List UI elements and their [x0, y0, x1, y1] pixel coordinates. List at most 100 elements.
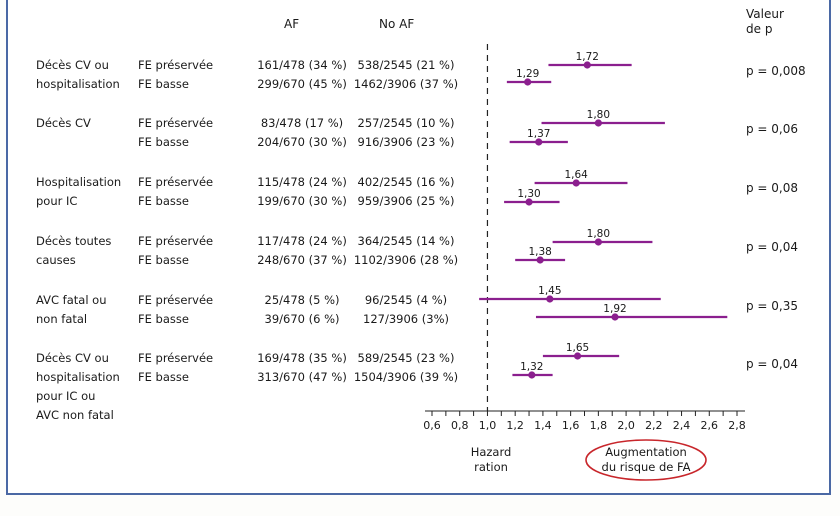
hr-point [525, 198, 533, 206]
af-cell: 313/670 (47 %) [257, 370, 347, 384]
outcome-label: pour IC [36, 194, 78, 208]
x-tick-label: 2,2 [645, 419, 663, 432]
subgroup-label: FE préservée [138, 293, 214, 307]
af-cell: 83/478 (17 %) [260, 116, 344, 130]
hr-point [572, 179, 580, 187]
no-af-cell: 96/2545 (4 %) [364, 293, 448, 307]
subgroup-label: FE préservée [138, 234, 214, 248]
hr-value-label: 1,38 [528, 246, 551, 258]
outcome-label: Décès CV [36, 116, 91, 130]
hr-point [611, 313, 619, 321]
subgroup-label: FE basse [138, 194, 189, 208]
outcome-label: Hospitalisation [36, 175, 122, 189]
header-no-af: No AF [379, 17, 415, 31]
hr-point [573, 352, 582, 360]
outcome-label: pour IC ou [36, 389, 96, 403]
hr-value-label: 1,72 [576, 51, 599, 63]
p-value: p = 0,04 [746, 240, 799, 254]
hr-estimate: 1,80 [552, 228, 653, 246]
hr-estimate: 1,30 [504, 188, 560, 206]
hr-estimate: 1,80 [541, 109, 665, 127]
p-value: p = 0,06 [746, 122, 799, 136]
no-af-cell: 589/2545 (23 %) [357, 351, 455, 365]
af-cell: 25/478 (5 %) [264, 293, 340, 307]
subgroup-label: FE basse [138, 312, 189, 326]
hr-point [546, 295, 554, 303]
af-cell: 169/478 (35 %) [257, 351, 347, 365]
outcome-label: Décès CV ou [36, 58, 109, 72]
subgroup-label: FE basse [138, 370, 189, 384]
x-tick-label: 1,4 [534, 419, 552, 432]
no-af-cell: 538/2545 (21 %) [357, 58, 455, 72]
no-af-cell: 257/2545 (10 %) [357, 116, 455, 130]
subgroup-label: FE basse [138, 77, 189, 91]
x-tick-label: 0,6 [423, 419, 441, 432]
subgroup-label: FE basse [138, 135, 189, 149]
af-cell: 39/670 (6 %) [264, 312, 340, 326]
af-cell: 161/478 (34 %) [257, 58, 347, 72]
subgroup-label: FE préservée [138, 116, 214, 130]
p-value: p = 0,35 [746, 299, 799, 313]
x-tick-label: 2,8 [728, 419, 746, 432]
hr-point [536, 256, 544, 264]
no-af-cell: 1102/3906 (28 %) [353, 253, 459, 267]
xlabel-line2: ration [474, 460, 508, 474]
outcome-label: AVC fatal ou [36, 293, 107, 307]
af-cell: 115/478 (24 %) [257, 175, 347, 189]
x-tick-label: 2,6 [701, 419, 719, 432]
hr-point [594, 119, 602, 127]
af-cell: 199/670 (30 %) [257, 194, 347, 208]
hr-value-label: 1,32 [520, 361, 543, 373]
header-pvalue-line1: Valeur [746, 7, 784, 21]
no-af-cell: 916/3906 (23 %) [357, 135, 455, 149]
x-tick-label: 2,4 [673, 419, 691, 432]
annotation-ellipse [585, 439, 707, 481]
p-value: p = 0,04 [746, 357, 799, 371]
hr-value-label: 1,45 [538, 285, 561, 297]
hr-estimate: 1,72 [548, 51, 632, 69]
hr-value-label: 1,37 [527, 128, 550, 140]
x-tick-label: 1,2 [506, 419, 524, 432]
hr-point [535, 138, 543, 146]
af-cell: 117/478 (24 %) [257, 234, 347, 248]
hr-value-label: 1,30 [517, 188, 540, 200]
no-af-cell: 364/2545 (14 %) [357, 234, 455, 248]
outcome-label: causes [36, 253, 76, 267]
outcome-label: hospitalisation [36, 370, 120, 384]
subgroup-label: FE préservée [138, 175, 214, 189]
xlabel-line1: Hazard [471, 445, 512, 459]
header-pvalue-line2: de p [746, 22, 773, 36]
subgroup-label: FE basse [138, 253, 189, 267]
x-tick-label: 1,0 [479, 419, 497, 432]
figure-frame [6, 0, 831, 495]
no-af-cell: 1504/3906 (39 %) [353, 370, 459, 384]
outcome-label: AVC non fatal [36, 408, 114, 422]
annotation-line1: Augmentation [605, 445, 687, 459]
hr-value-label: 1,92 [603, 303, 626, 315]
no-af-cell: 1462/3906 (37 %) [353, 77, 459, 91]
outcome-label: Décès toutes [36, 234, 112, 248]
no-af-cell: 127/3906 (3%) [363, 312, 449, 326]
hr-estimate: 1,92 [535, 303, 728, 321]
x-tick-label: 2,0 [617, 419, 635, 432]
hr-estimate: 1,65 [542, 342, 620, 360]
no-af-cell: 402/2545 (16 %) [357, 175, 455, 189]
outcome-label: Décès CV ou [36, 351, 109, 365]
subgroup-label: FE préservée [138, 351, 214, 365]
x-axis: 0,6 0,8 1,0 1,2 1,4 1,6 1,8 2,0 2,2 2,4 2,6 2,8 [423, 410, 746, 432]
af-cell: 248/670 (37 %) [257, 253, 347, 267]
p-value: p = 0,008 [746, 64, 806, 78]
x-tick-label: 0,8 [451, 419, 469, 432]
hr-estimate: 1,38 [515, 246, 566, 264]
x-tick-label: 1,8 [590, 419, 608, 432]
af-cell: 204/670 (30 %) [257, 135, 347, 149]
hr-point [528, 371, 536, 379]
hr-value-label: 1,65 [566, 342, 589, 354]
header-af: AF [284, 17, 300, 31]
hr-estimate: 1,64 [534, 169, 628, 187]
af-cell: 299/670 (45 %) [257, 77, 347, 91]
hr-estimate: 1,29 [506, 68, 552, 86]
annotation-line2: du risque de FA [602, 460, 691, 474]
outcome-label: hospitalisation [36, 77, 120, 91]
